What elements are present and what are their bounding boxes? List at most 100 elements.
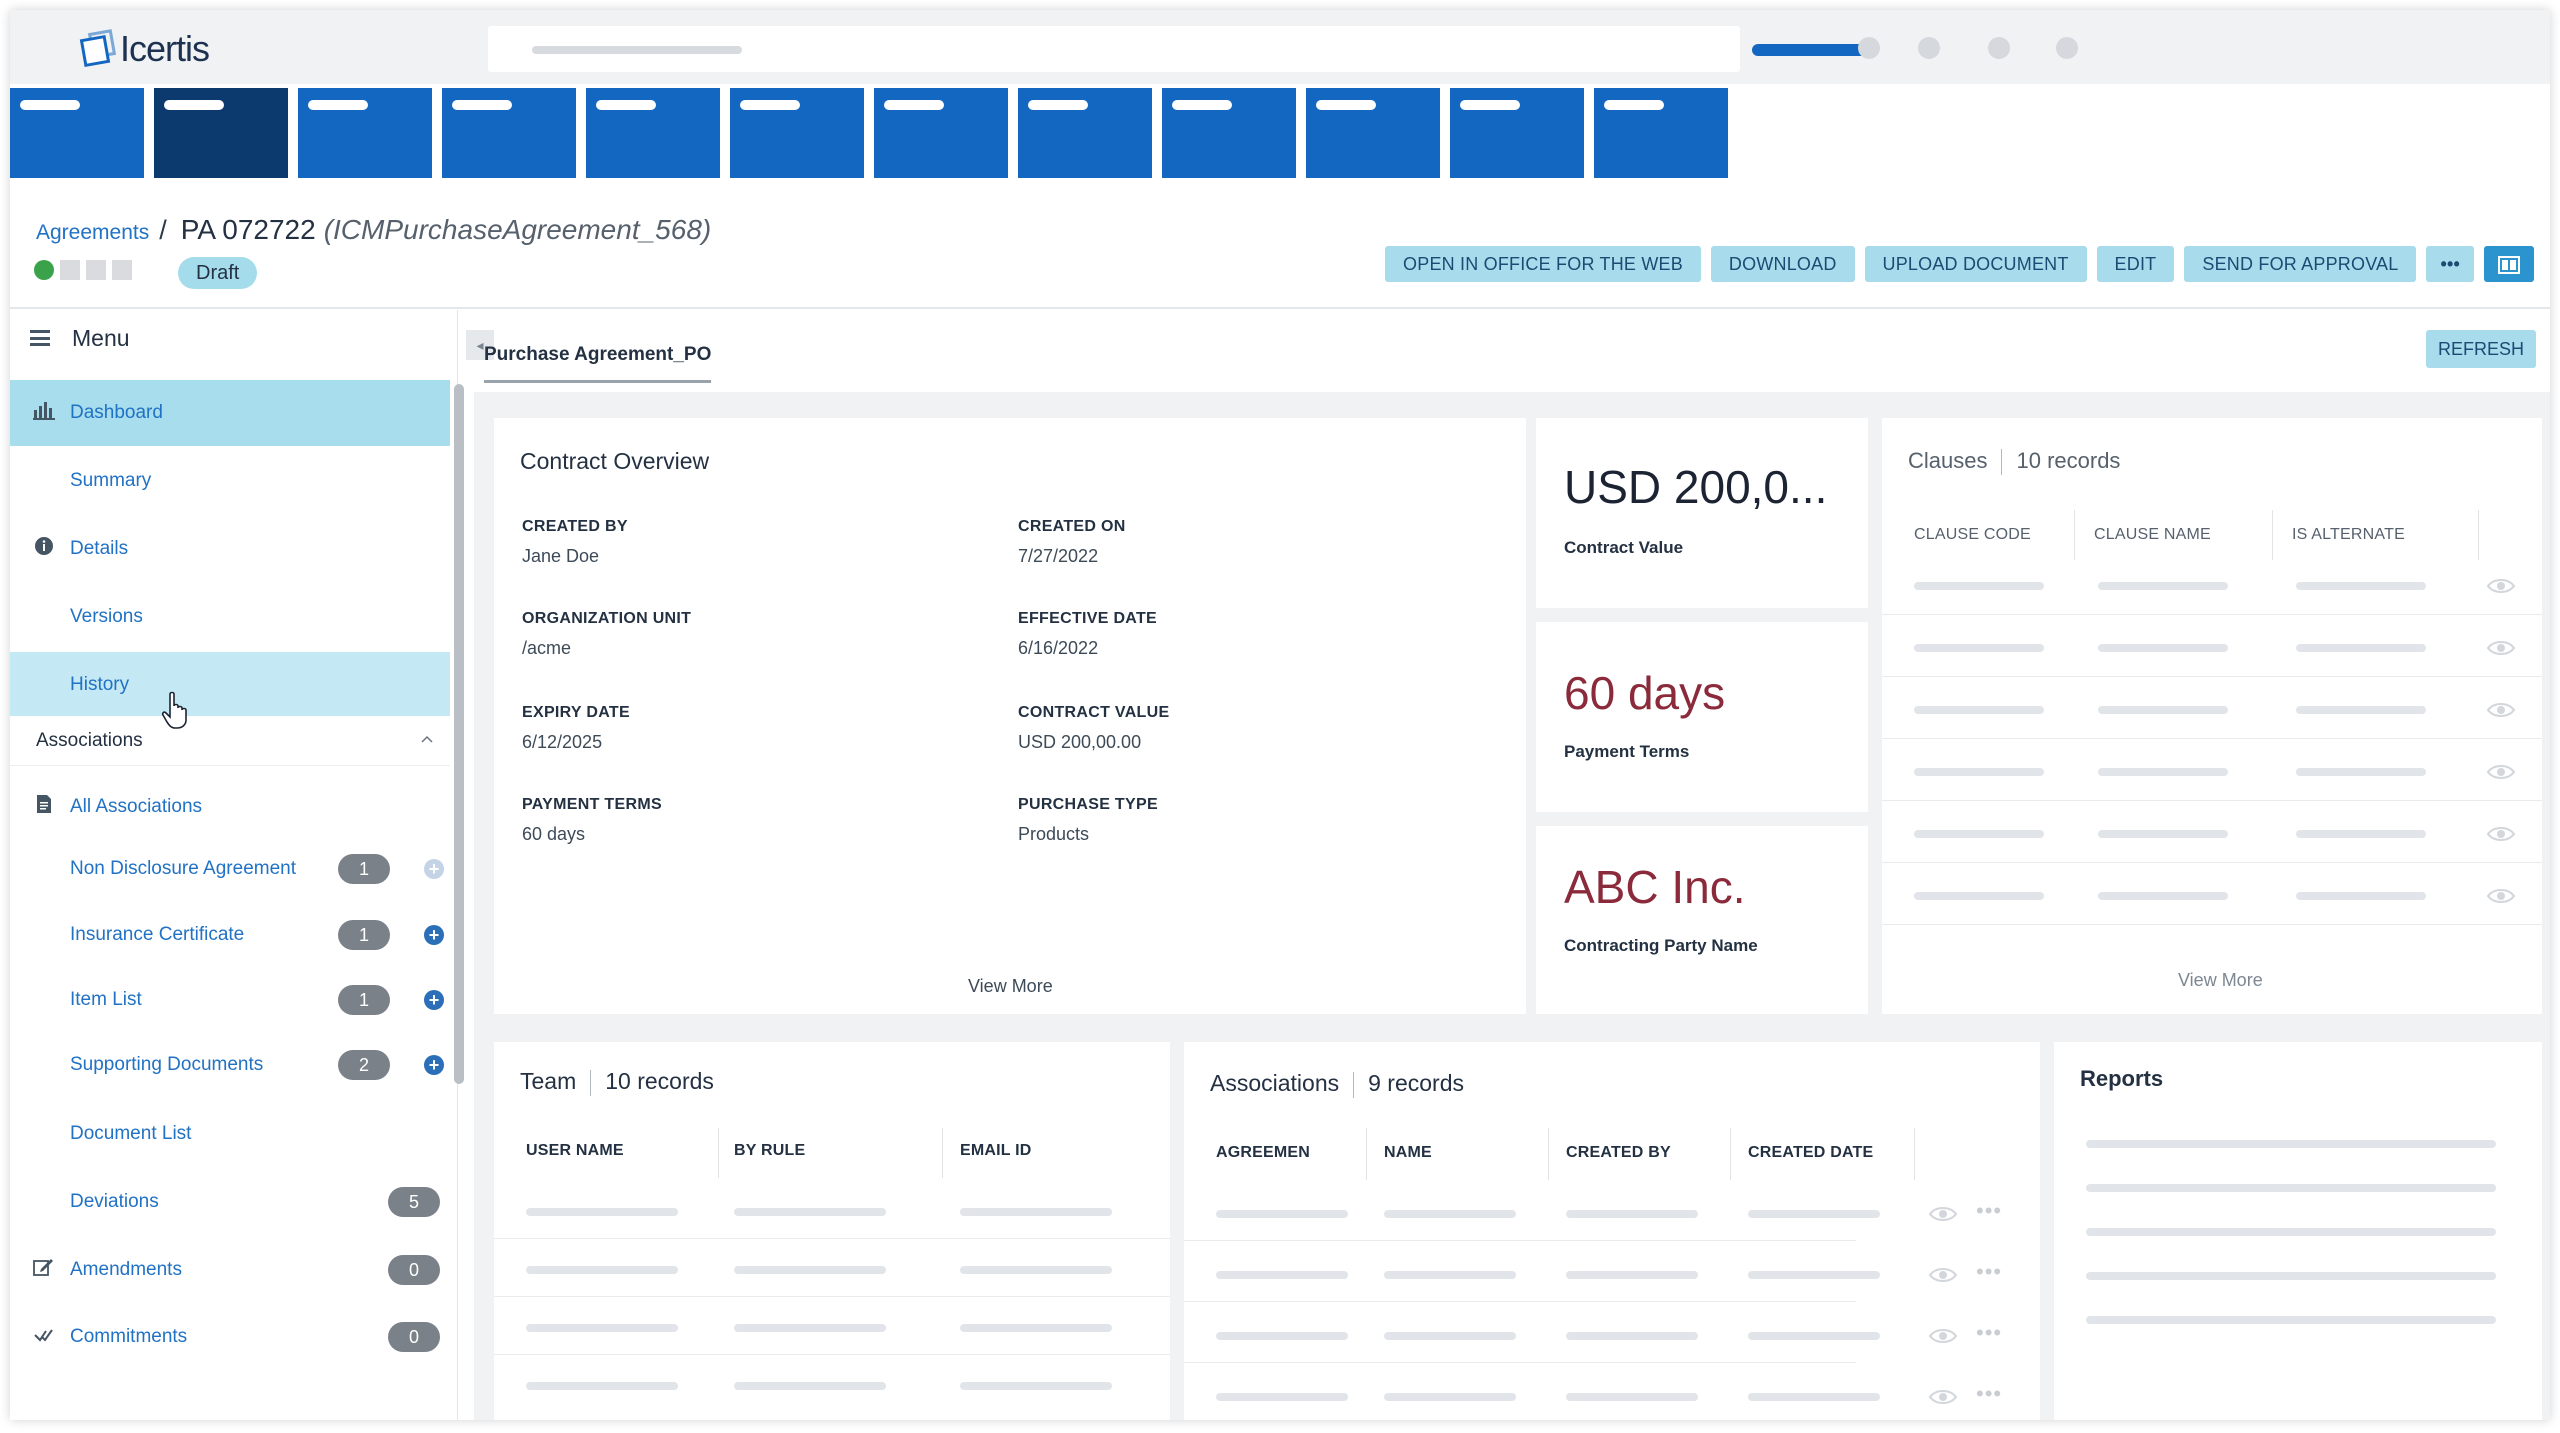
- table-cell-placeholder: [2098, 768, 2228, 776]
- more-actions-button[interactable]: •••: [2426, 246, 2474, 282]
- nav-item-details[interactable]: Details: [10, 516, 450, 582]
- nav-item-item-list[interactable]: Item List 1 +: [10, 967, 450, 1033]
- row-separator: [494, 1354, 1170, 1355]
- header-icon-4[interactable]: [2056, 37, 2078, 59]
- nav-item-summary[interactable]: Summary: [10, 448, 450, 514]
- field-value: 6/12/2025: [522, 732, 603, 752]
- view-eye-icon[interactable]: [1928, 1205, 1958, 1223]
- nav-item-commitments[interactable]: Commitments 0: [10, 1304, 450, 1370]
- report-placeholder[interactable]: [2086, 1184, 2496, 1192]
- table-cell-placeholder: [2098, 644, 2228, 652]
- view-eye-icon[interactable]: [2486, 763, 2516, 781]
- column-separator: [718, 1128, 719, 1178]
- chevron-up-icon[interactable]: [420, 728, 434, 749]
- kpi-card-contracting-party: ABC Inc. Contracting Party Name: [1536, 826, 1868, 1014]
- nav-item-document-list[interactable]: Document List: [10, 1101, 450, 1167]
- add-icon[interactable]: +: [424, 1055, 444, 1075]
- header-icon-1[interactable]: [1858, 37, 1880, 59]
- column-header[interactable]: NAME: [1384, 1144, 1432, 1161]
- edit-button[interactable]: EDIT: [2096, 246, 2175, 282]
- column-header[interactable]: BY RULE: [734, 1142, 806, 1159]
- overview-view-more-link[interactable]: View More: [968, 976, 1053, 996]
- associations-card: Associations 9 records AGREEMEN NAME CREA…: [1184, 1042, 2040, 1420]
- view-eye-icon[interactable]: [1928, 1327, 1958, 1345]
- table-cell-placeholder: [1914, 644, 2044, 652]
- nav-item-non-disclosure-agreement[interactable]: Non Disclosure Agreement 1 +: [10, 836, 450, 902]
- column-separator: [2478, 510, 2479, 560]
- clauses-view-more-link[interactable]: View More: [2178, 970, 2263, 990]
- column-header[interactable]: USER NAME: [526, 1142, 624, 1159]
- send-for-approval-button[interactable]: SEND FOR APPROVAL: [2184, 246, 2417, 282]
- nav-item-amendments[interactable]: Amendments 0: [10, 1237, 450, 1303]
- view-eye-icon[interactable]: [2486, 701, 2516, 719]
- module-tile[interactable]: [442, 88, 576, 178]
- view-eye-icon[interactable]: [1928, 1266, 1958, 1284]
- kpi-value: 60 days: [1564, 667, 1726, 719]
- add-icon[interactable]: +: [424, 859, 444, 879]
- nav-item-supporting-documents[interactable]: Supporting Documents 2 +: [10, 1032, 450, 1098]
- collapse-nav-button[interactable]: ◂: [466, 330, 494, 360]
- module-tile-active[interactable]: [154, 88, 288, 178]
- nav-item-label: Details: [70, 538, 129, 559]
- row-menu-icon[interactable]: •••: [1976, 1381, 2003, 1406]
- field-label: CREATED BY: [522, 518, 628, 535]
- table-cell-placeholder: [1216, 1210, 1348, 1218]
- column-header[interactable]: EMAIL ID: [960, 1142, 1032, 1159]
- report-placeholder[interactable]: [2086, 1316, 2496, 1324]
- layout-toggle-button[interactable]: [2484, 246, 2534, 282]
- nav-item-insurance-certificate[interactable]: Insurance Certificate 1 +: [10, 902, 450, 968]
- module-tile[interactable]: [1594, 88, 1728, 178]
- top-action-pill[interactable]: [1752, 44, 1878, 56]
- open-in-office-button[interactable]: OPEN IN OFFICE FOR THE WEB: [1385, 246, 1701, 282]
- column-header[interactable]: CREATED DATE: [1748, 1144, 1874, 1161]
- view-eye-icon[interactable]: [2486, 887, 2516, 905]
- nav-scrollbar[interactable]: [454, 384, 464, 1084]
- view-eye-icon[interactable]: [2486, 825, 2516, 843]
- table-cell-placeholder: [1748, 1332, 1880, 1340]
- associations-section-title: Associations: [36, 729, 143, 751]
- module-tile[interactable]: [1450, 88, 1584, 178]
- search-input[interactable]: [488, 26, 1740, 72]
- associations-section-header[interactable]: Associations: [10, 716, 450, 766]
- logo[interactable]: Icertis: [79, 24, 210, 74]
- row-menu-icon[interactable]: •••: [1976, 1259, 2003, 1284]
- header-icon-2[interactable]: [1918, 37, 1940, 59]
- upload-document-button[interactable]: UPLOAD DOCUMENT: [1864, 246, 2087, 282]
- table-cell-placeholder: [734, 1208, 886, 1216]
- nav-item-versions[interactable]: Versions: [10, 584, 450, 650]
- module-tile[interactable]: [730, 88, 864, 178]
- column-header[interactable]: CREATED BY: [1566, 1144, 1671, 1161]
- view-eye-icon[interactable]: [2486, 577, 2516, 595]
- module-tile[interactable]: [10, 88, 144, 178]
- report-placeholder[interactable]: [2086, 1272, 2496, 1280]
- column-header[interactable]: IS ALTERNATE: [2292, 526, 2405, 543]
- report-placeholder[interactable]: [2086, 1140, 2496, 1148]
- module-tile[interactable]: [1018, 88, 1152, 178]
- module-tile[interactable]: [1306, 88, 1440, 178]
- tab-purchase-agreement[interactable]: Purchase Agreement_PO: [484, 344, 712, 383]
- column-header[interactable]: CLAUSE NAME: [2094, 526, 2211, 543]
- nav-item-history[interactable]: History: [10, 652, 450, 718]
- column-header[interactable]: CLAUSE CODE: [1914, 526, 2031, 543]
- view-eye-icon[interactable]: [2486, 639, 2516, 657]
- add-icon[interactable]: +: [424, 990, 444, 1010]
- view-eye-icon[interactable]: [1928, 1388, 1958, 1406]
- menu-header[interactable]: Menu: [10, 310, 458, 366]
- module-tile[interactable]: [1162, 88, 1296, 178]
- download-button[interactable]: DOWNLOAD: [1710, 246, 1855, 282]
- report-placeholder[interactable]: [2086, 1228, 2496, 1236]
- column-separator: [1548, 1128, 1549, 1180]
- row-menu-icon[interactable]: •••: [1976, 1320, 2003, 1345]
- nav-item-dashboard[interactable]: Dashboard: [10, 380, 450, 446]
- module-tile[interactable]: [874, 88, 1008, 178]
- row-menu-icon[interactable]: •••: [1976, 1198, 2003, 1223]
- module-tile[interactable]: [586, 88, 720, 178]
- nav-item-deviations[interactable]: Deviations 5: [10, 1169, 450, 1235]
- add-icon[interactable]: +: [424, 925, 444, 945]
- breadcrumb-agreements-link[interactable]: Agreements: [36, 221, 150, 244]
- module-tile[interactable]: [298, 88, 432, 178]
- header-icon-3[interactable]: [1988, 37, 2010, 59]
- refresh-button[interactable]: REFRESH: [2425, 330, 2536, 368]
- column-header[interactable]: AGREEMEN: [1216, 1144, 1311, 1161]
- nav-item-all-associations[interactable]: All Associations: [10, 774, 450, 840]
